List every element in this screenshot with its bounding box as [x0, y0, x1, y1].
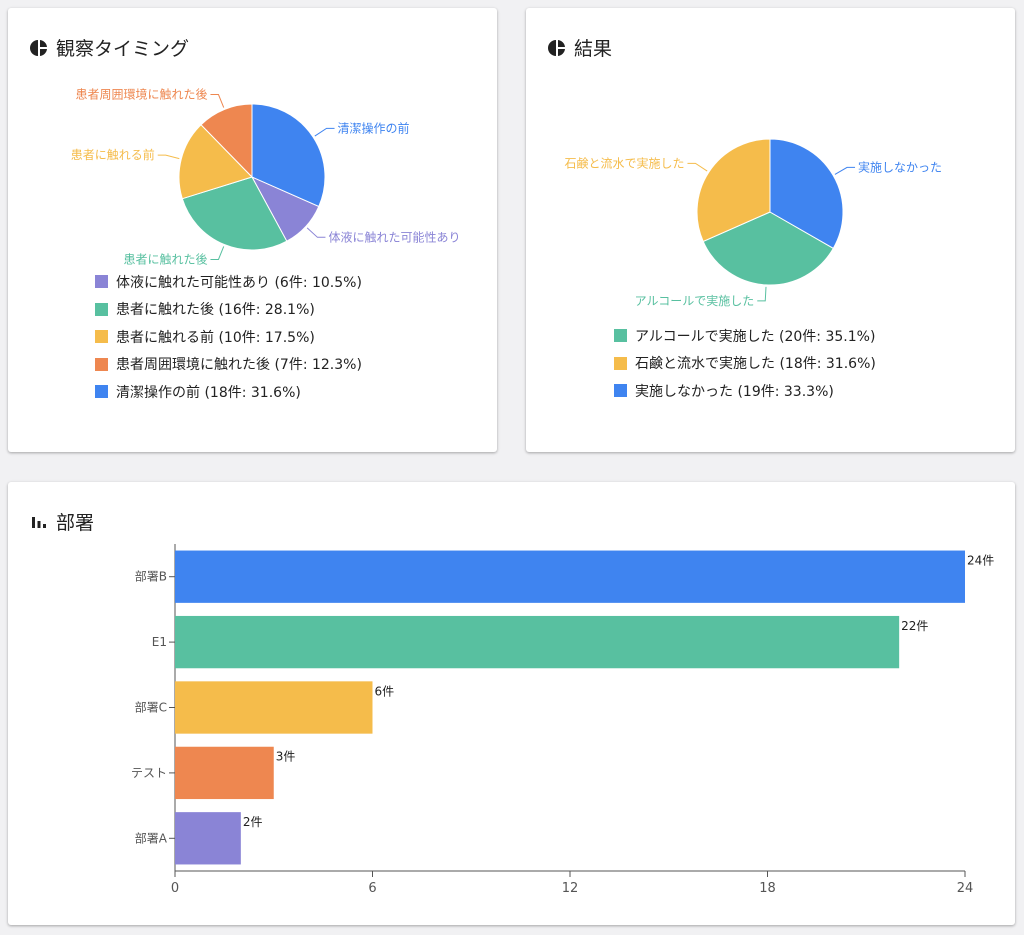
pie-slice[interactable]: [251, 103, 326, 208]
pie-slice-label: 患者周囲環境に触れた後: [75, 87, 207, 102]
legend-swatch: [95, 385, 108, 399]
legend-label: 石鹸と流水で実施した (18件: 31.6%): [635, 356, 876, 373]
timing-legend: 体液に触れた可能性あり (6件: 10.5%) 患者に触れた後 (16件: 28.…: [95, 268, 362, 406]
pie-leader-line: [157, 154, 180, 160]
legend-label: 実施しなかった (19件: 33.3%): [635, 383, 834, 400]
legend-item[interactable]: 患者に触れた後 (16件: 28.1%): [95, 296, 362, 324]
pie-slice-label: 清潔操作の前: [338, 120, 410, 135]
pie-leader-line: [834, 166, 856, 175]
result-card: 結果 アルコールで実施した 石鹸と流水で実施した 実施しなかった アルコールで実施し…: [526, 8, 1015, 452]
pie-slice[interactable]: [178, 124, 253, 200]
legend-label: アルコールで実施した (20件: 35.1%): [635, 328, 876, 345]
legend-label: 患者周囲環境に触れた後 (7件: 12.3%): [116, 357, 362, 374]
timing-card-title: 観察タイミング: [30, 34, 189, 61]
bar[interactable]: [175, 550, 965, 603]
timing-title-text: 観察タイミング: [56, 38, 190, 60]
legend-swatch: [95, 357, 108, 371]
timing-card: 観察タイミング 体液に触れた可能性あり 患者に触れた後 患者に触れる前 患者周囲環境に…: [8, 8, 497, 452]
legend-label: 患者に触れた後 (16件: 28.1%): [116, 302, 315, 319]
y-tick-label: E1: [152, 635, 167, 649]
bar-value-label: 3件: [276, 750, 296, 764]
y-tick-label: 部署C: [135, 700, 167, 715]
pie-slice[interactable]: [696, 138, 771, 243]
legend-label: 体液に触れた可能性あり (6件: 10.5%): [116, 274, 362, 291]
pie-leader-line: [757, 286, 767, 302]
y-tick-label: テスト: [131, 766, 167, 780]
x-tick-label: 6: [368, 881, 376, 896]
legend-item[interactable]: 患者に触れる前 (10件: 17.5%): [95, 323, 362, 351]
pie-leader-line: [687, 162, 708, 172]
pie-slice[interactable]: [769, 138, 844, 250]
x-tick-label: 24: [957, 881, 974, 896]
result-title-text: 結果: [574, 38, 613, 60]
x-tick-label: 12: [562, 881, 579, 896]
result-pie-chart: アルコールで実施した 石鹸と流水で実施した 実施しなかった: [564, 138, 942, 308]
legend-item[interactable]: 実施しなかった (19件: 33.3%): [614, 377, 876, 405]
legend-swatch: [614, 384, 627, 398]
pie-slice-label: 実施しなかった: [858, 159, 942, 174]
legend-item[interactable]: 清潔操作の前 (18件: 31.6%): [95, 378, 362, 406]
pie-slice-label: 患者に触れる前: [71, 147, 155, 162]
bar[interactable]: [175, 615, 900, 669]
dept-title-text: 部署: [56, 512, 95, 534]
pie-slice-label: 石鹸と流水で実施した: [564, 155, 684, 170]
legend-item[interactable]: 患者周囲環境に触れた後 (7件: 12.3%): [95, 351, 362, 379]
bar-value-label: 24件: [967, 554, 994, 568]
pie-chart-icon: [30, 39, 47, 56]
bar-chart-icon: [32, 516, 46, 528]
bar[interactable]: [175, 812, 241, 865]
legend-swatch: [614, 329, 627, 343]
legend-label: 清潔操作の前 (18件: 31.6%): [116, 384, 301, 401]
bar-value-label: 2件: [243, 815, 263, 829]
legend-swatch: [95, 330, 108, 344]
bar-value-label: 22件: [901, 619, 928, 633]
legend-swatch: [95, 302, 108, 316]
result-card-title: 結果: [548, 34, 612, 61]
pie-leader-line: [210, 246, 225, 260]
pie-chart-icon: [548, 39, 565, 56]
pie-slice-label: 体液に触れた可能性あり: [328, 229, 460, 244]
pie-leader-line: [210, 94, 225, 108]
pie-slice-label: アルコールで実施した: [635, 293, 755, 308]
x-tick-label: 18: [759, 881, 776, 896]
dept-card-title: 部署: [30, 508, 94, 535]
result-legend: アルコールで実施した (20件: 35.1%) 石鹸と流水で実施した (18件: …: [614, 322, 876, 405]
legend-swatch: [614, 356, 627, 370]
pie-slice-label: 患者に触れた後: [123, 252, 207, 266]
legend-item[interactable]: 体液に触れた可能性あり (6件: 10.5%): [95, 268, 362, 296]
legend-item[interactable]: アルコールで実施した (20件: 35.1%): [614, 322, 876, 350]
y-tick-label: 部署A: [135, 830, 168, 845]
pie-leader-line: [306, 227, 326, 238]
pie-slice[interactable]: [181, 176, 288, 251]
pie-leader-line: [314, 127, 335, 137]
legend-swatch: [95, 275, 108, 289]
x-tick-label: 0: [171, 881, 179, 896]
legend-item[interactable]: 石鹸と流水で実施した (18件: 31.6%): [614, 350, 876, 378]
bar[interactable]: [175, 681, 373, 734]
bar[interactable]: [175, 746, 274, 800]
y-tick-label: 部署B: [135, 569, 167, 584]
legend-label: 患者に触れる前 (10件: 17.5%): [116, 329, 315, 346]
dept-card: 部署 0 6 12 18 24 部署B 24件 E1 22件部署C 6件テスト 3件部署A 2件: [8, 482, 1015, 925]
bar-value-label: 6件: [375, 684, 395, 698]
